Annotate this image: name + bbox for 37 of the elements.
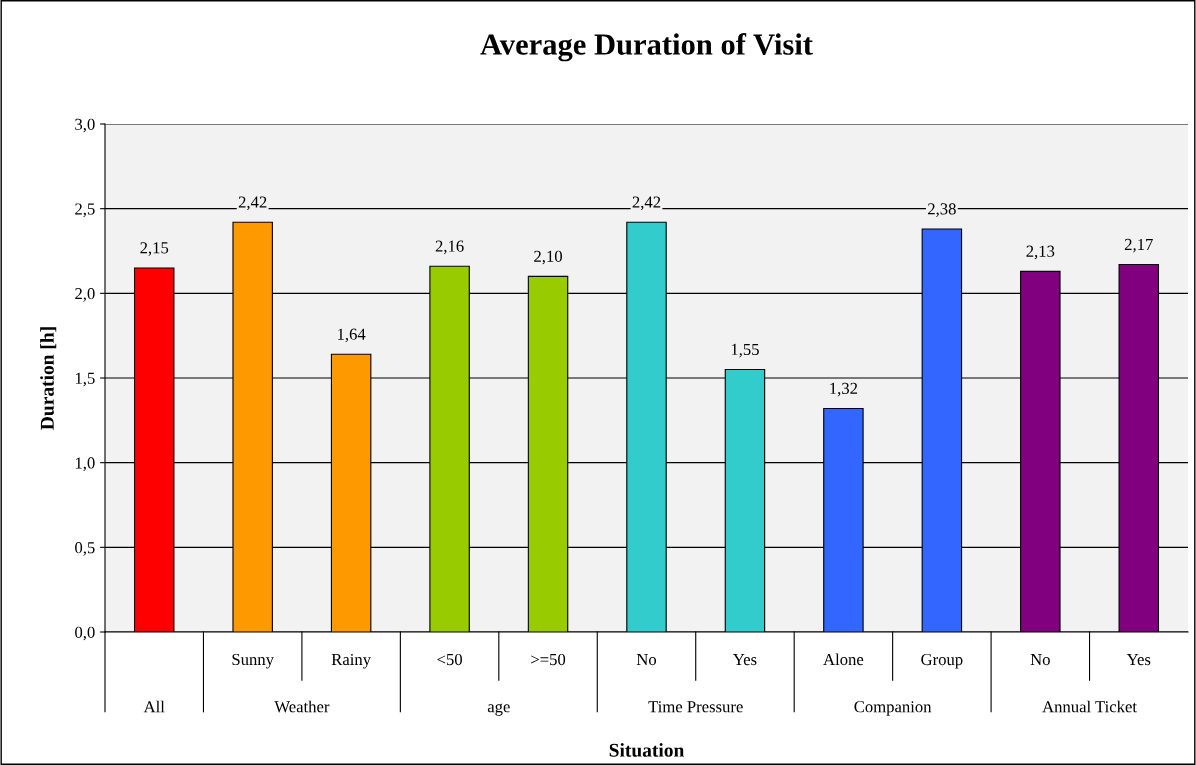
text: age (487, 703, 510, 716)
y-tick-label: 0,5 (75, 542, 95, 556)
x-tick-label: <50 (437, 653, 462, 666)
x-tick-label: No (636, 654, 657, 666)
data-label: 1,64 (338, 328, 366, 343)
data-label: 2,10 (534, 250, 562, 265)
text: Time Pressure (648, 701, 743, 713)
y-axis-title: Duration [h] (40, 327, 57, 430)
data-label: 2,42 (238, 196, 267, 211)
x-axis-title: Situation (609, 743, 685, 757)
x-tick-label: Sunny (232, 653, 274, 669)
y-tick-label: 1,5 (75, 372, 95, 387)
data-label: 1,55 (731, 343, 759, 358)
y-tick-label: 2,0 (75, 288, 95, 302)
data-label: 2,16 (435, 240, 464, 255)
data-label: 2,17 (1124, 238, 1153, 253)
x-tick-label: Yes (733, 654, 757, 666)
y-tick-label: 1,0 (75, 457, 95, 472)
x-tick-label: Alone (823, 653, 864, 666)
text: Weather (274, 700, 330, 713)
x-tick-label: Yes (1126, 654, 1151, 666)
x-tick-label: >=50 (531, 653, 566, 666)
y-tick-label: 0,0 (75, 626, 95, 641)
data-label: 2,38 (928, 203, 956, 217)
data-label: 2,42 (632, 196, 661, 211)
x-tick-label: No (1030, 654, 1050, 666)
x-tick-label: Group (921, 653, 963, 669)
x-tick-label: Rainy (331, 653, 371, 669)
data-label: 2,13 (1026, 245, 1055, 260)
chart-title: Average Duration of Visit (480, 33, 813, 62)
data-label: 2,15 (140, 242, 169, 256)
y-tick-label: 2,5 (75, 203, 95, 218)
y-tick-label: 3,0 (75, 118, 95, 133)
text: Annual Ticket (1042, 700, 1137, 713)
text: Companion (854, 701, 932, 716)
data-label: 1,32 (830, 382, 858, 397)
text: All (143, 700, 165, 713)
